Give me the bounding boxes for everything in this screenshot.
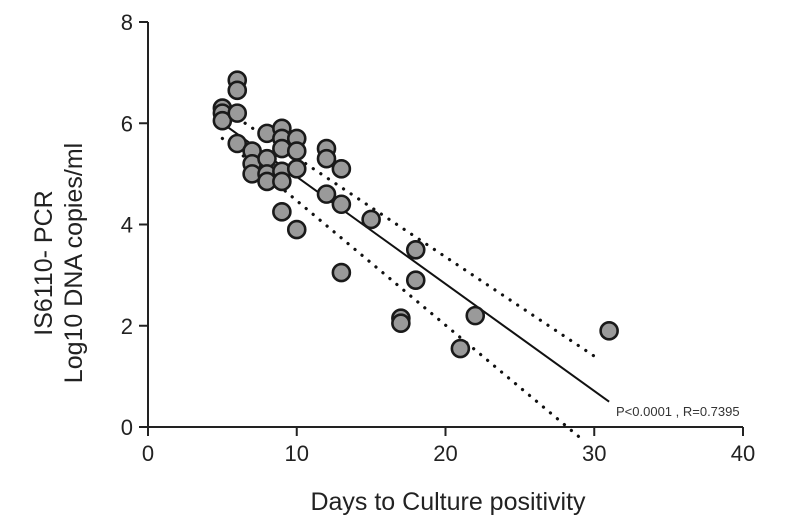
x-tick-label: 10 <box>285 441 309 466</box>
x-tick-label: 0 <box>142 441 154 466</box>
axes: 0 2 4 6 8 0 10 20 30 40 <box>121 10 755 466</box>
data-point <box>316 148 337 169</box>
x-tick-label: 40 <box>731 441 755 466</box>
x-tick-label: 20 <box>433 441 457 466</box>
data-point <box>361 209 381 230</box>
data-point <box>391 313 411 334</box>
data-point <box>405 240 426 260</box>
data-point <box>450 338 471 359</box>
y-axis-title-line1: IS6110- PCR <box>30 190 58 335</box>
data-point <box>331 262 352 283</box>
y-axis-title-line2: Log10 DNA copies/ml <box>60 143 88 383</box>
data-points <box>212 70 619 359</box>
x-axis-title: Days to Culture positivity <box>310 488 586 516</box>
data-point <box>286 219 307 240</box>
y-tick-label: 4 <box>121 213 133 238</box>
y-tick-label: 0 <box>121 415 133 440</box>
data-point <box>227 80 248 101</box>
confidence-band-upper <box>220 106 596 358</box>
data-point <box>331 159 352 179</box>
data-point <box>405 270 426 290</box>
data-point <box>599 321 619 341</box>
data-point <box>286 141 307 161</box>
y-tick-label: 2 <box>121 314 133 339</box>
data-point <box>316 184 337 204</box>
data-point <box>227 103 248 123</box>
data-point <box>272 202 292 222</box>
data-point <box>212 110 233 131</box>
y-tick-label: 6 <box>121 111 133 136</box>
confidence-bands <box>220 106 596 439</box>
y-tick-label: 8 <box>121 10 133 35</box>
data-point <box>272 171 292 192</box>
data-point <box>286 159 307 179</box>
data-point <box>465 305 486 326</box>
stats-annotation: P<0.0001 , R=0.7395 <box>616 404 740 419</box>
data-point <box>331 194 352 215</box>
data-point <box>227 133 248 154</box>
x-tick-label: 30 <box>582 441 606 466</box>
